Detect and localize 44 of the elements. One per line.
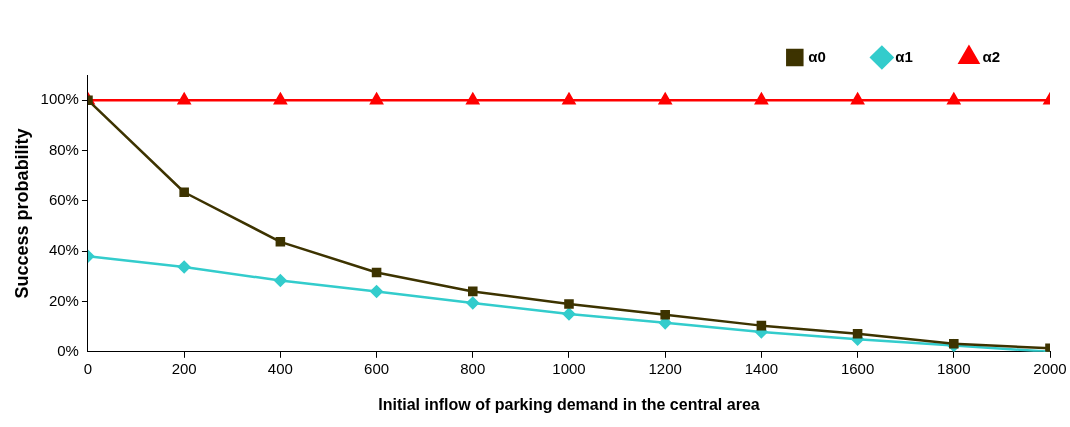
point [179, 187, 189, 198]
x-tick-label: 400 [267, 359, 293, 377]
x-tick-label: 0 [83, 359, 93, 377]
point [658, 92, 672, 105]
point [466, 296, 480, 310]
x-tick-label: 600 [364, 359, 390, 377]
y-tick-label: 40% [48, 241, 79, 259]
y-tick-label: 100% [40, 90, 79, 108]
y-tick-label: 0% [57, 341, 79, 359]
point [852, 328, 863, 339]
legend-label: α1 [895, 47, 913, 65]
point [562, 92, 576, 105]
x-tick-label: 2000 [1033, 359, 1067, 377]
point [275, 237, 286, 247]
x-tick-label: 1000 [552, 359, 586, 377]
point [564, 299, 574, 309]
x-tick-label: 200 [171, 359, 197, 377]
x-tick-label: 800 [460, 359, 486, 377]
y-tick-label: 20% [48, 291, 79, 309]
point [370, 285, 383, 298]
point [947, 92, 961, 105]
point [371, 267, 382, 278]
point [467, 286, 478, 297]
point [562, 307, 576, 321]
point [177, 92, 191, 105]
point [274, 274, 287, 287]
legend-label: α0 [808, 47, 826, 65]
x-tick-label: 1200 [648, 359, 682, 377]
y-axis-title: Success probability [11, 128, 32, 299]
point [370, 92, 384, 105]
point [851, 92, 865, 105]
point [660, 310, 670, 320]
point [756, 320, 767, 331]
point [177, 260, 191, 274]
point [466, 92, 480, 105]
x-tick-label: 1400 [744, 359, 779, 377]
legend-label: α2 [982, 47, 1001, 65]
x-axis-title: Initial inflow of parking demand in the central area [378, 395, 760, 413]
point [273, 92, 287, 105]
x-tick-label: 1600 [840, 359, 875, 377]
x-tick-label: 1800 [937, 359, 971, 377]
y-tick-label: 80% [48, 140, 79, 158]
point [754, 92, 768, 105]
y-tick-label: 60% [48, 190, 79, 208]
